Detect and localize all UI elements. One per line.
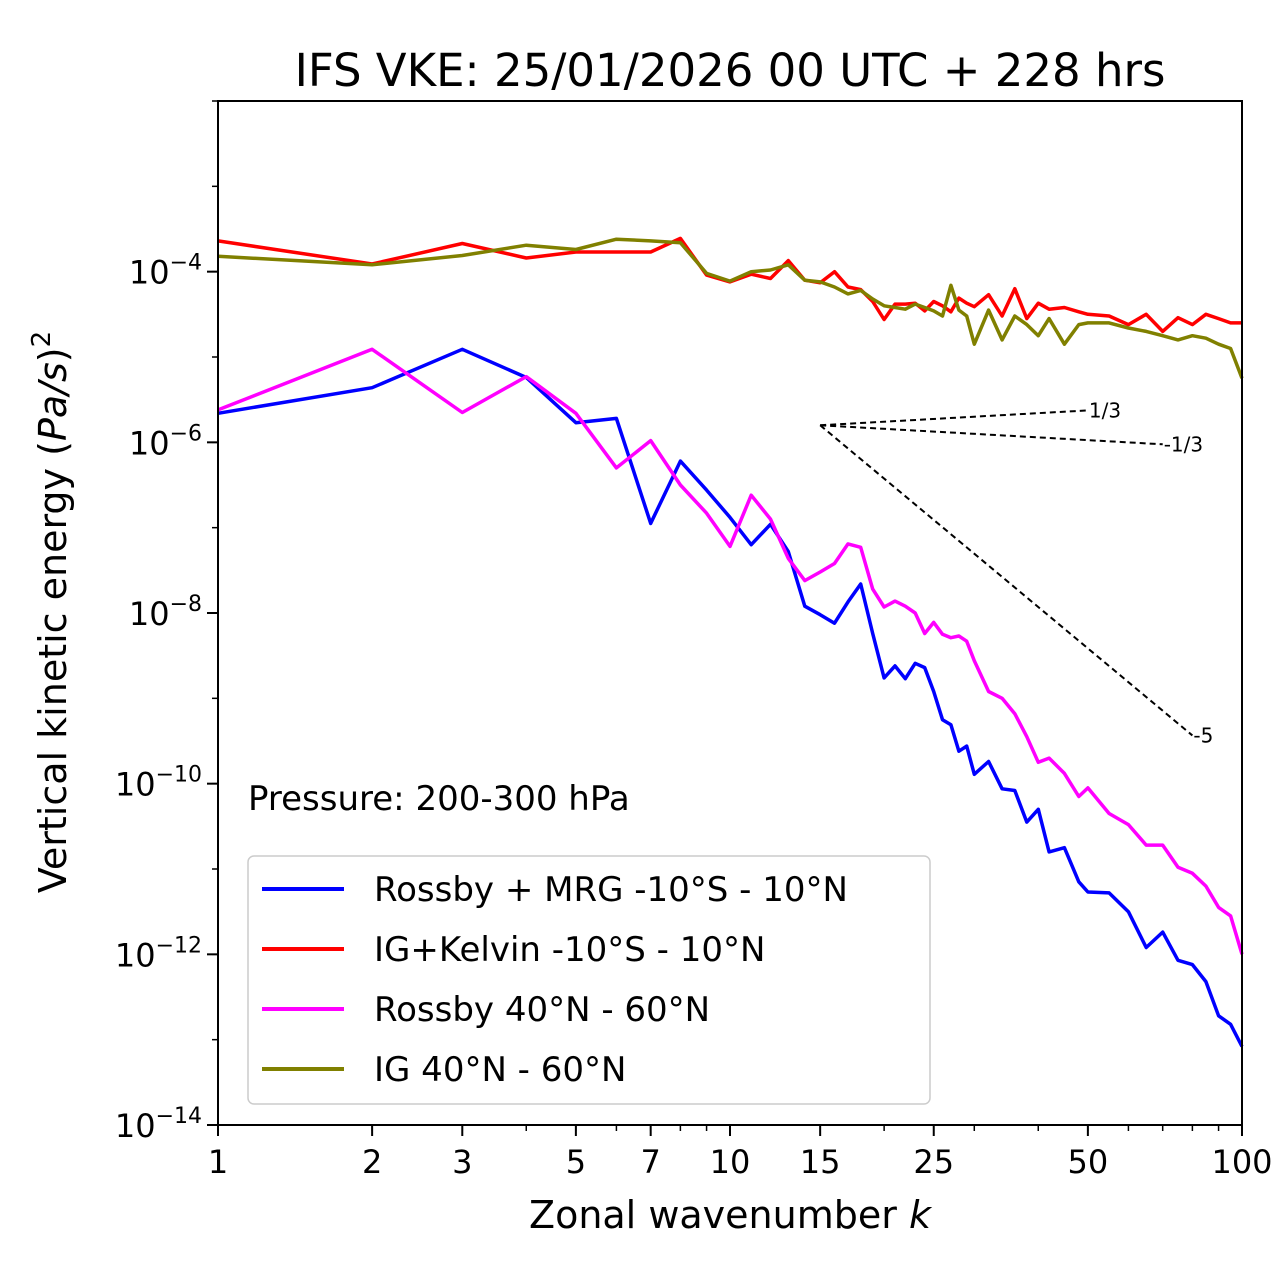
x-tick-label: 100	[1211, 1143, 1272, 1181]
y-tick-label: 10−12	[115, 933, 202, 974]
legend-label-4: IG 40°N - 60°N	[374, 1050, 626, 1090]
pressure-annotation: Pressure: 200-300 hPa	[248, 779, 630, 819]
series-line-3	[217, 347, 1244, 955]
legend-label-1: Rossby + MRG -10°S - 10°N	[374, 870, 848, 910]
reference-slope-label-1: 1/3	[1089, 398, 1121, 422]
series-line-1	[217, 347, 1244, 1048]
y-tick-label: 10−8	[129, 592, 202, 633]
reference-slope-label-3: -5	[1193, 723, 1213, 747]
y-axis-label: Vertical kinetic energy (Pa/s)2	[27, 331, 75, 893]
x-tick-label: 7	[641, 1143, 661, 1181]
x-tick-label: 5	[566, 1143, 586, 1181]
y-tick-label: 10−10	[115, 763, 202, 804]
legend-label-3: Rossby 40°N - 60°N	[374, 990, 710, 1030]
reference-slope-line-1	[820, 409, 1088, 427]
series-layer	[217, 236, 1244, 1048]
x-tick-label: 25	[913, 1143, 954, 1181]
y-tick-label: 10−4	[129, 251, 202, 292]
x-axis-label: Zonal wavenumber k	[529, 1193, 933, 1237]
x-tick-label: 15	[800, 1143, 841, 1181]
x-tick-label: 3	[452, 1143, 472, 1181]
series-line-4	[217, 237, 1244, 379]
x-tick-label: 10	[710, 1143, 751, 1181]
axes: 1 2 3 5 7 10 15 25 50 100 10−4 10−6 10−8 10−10 10−12 10…	[115, 100, 1273, 1181]
x-tick-label: 1	[208, 1143, 228, 1181]
x-tick-label: 50	[1068, 1143, 1109, 1181]
y-tick-label: 10−6	[129, 421, 202, 462]
chart-title: IFS VKE: 25/01/2026 00 UTC + 228 hrs	[295, 44, 1166, 97]
reference-slope-line-2	[820, 424, 1163, 446]
x-tick-label: 2	[362, 1143, 382, 1181]
reference-slope-line-3	[819, 424, 1194, 737]
y-tick-label: 10−14	[115, 1104, 202, 1145]
legend: Rossby + MRG -10°S - 10°N IG+Kelvin -10°S…	[247, 855, 931, 1105]
reference-slope-label-2: -1/3	[1164, 432, 1203, 456]
reference-slopes: 1/3 -1/3 -5	[819, 398, 1213, 747]
legend-box	[247, 855, 931, 1105]
legend-label-2: IG+Kelvin -10°S - 10°N	[374, 930, 765, 970]
